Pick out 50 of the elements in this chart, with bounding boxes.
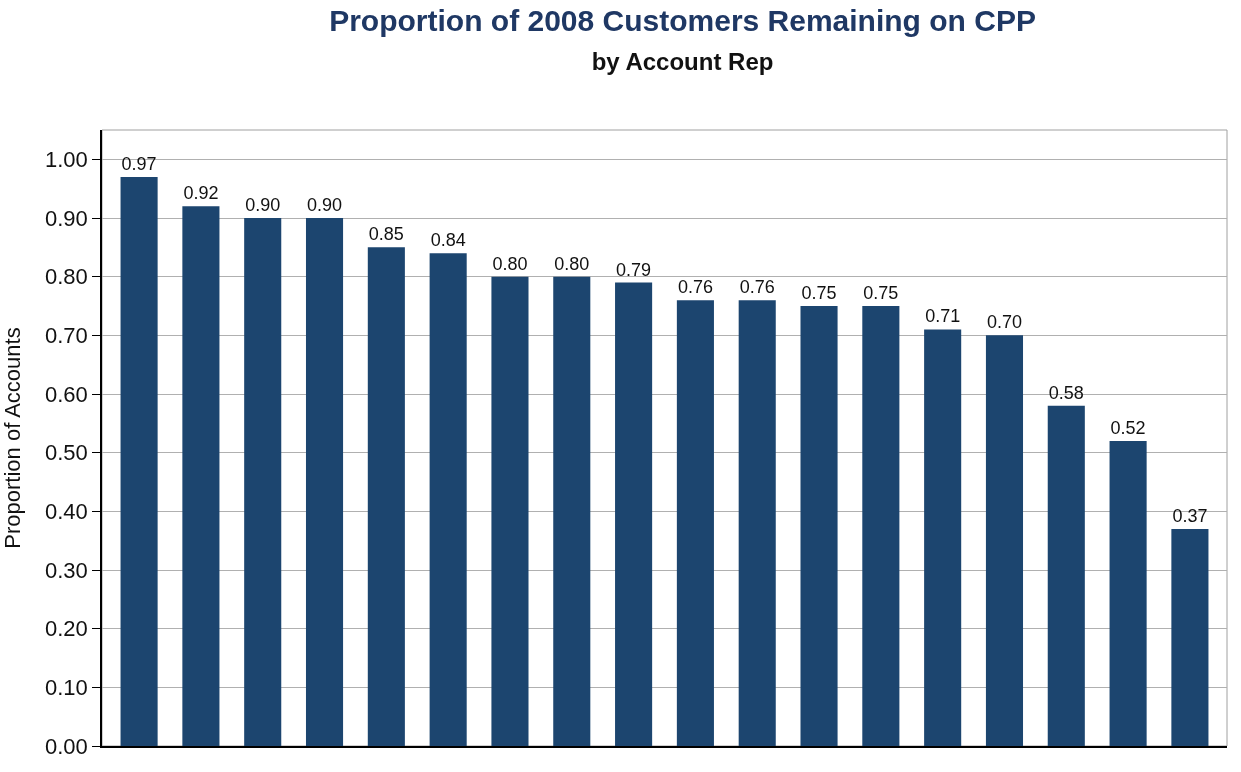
bar [862, 306, 900, 746]
data-label: 0.76 [739, 277, 775, 298]
bar [429, 253, 467, 746]
y-tick-label: 0.10 [45, 675, 88, 701]
y-tick-label: 0.50 [45, 440, 88, 466]
y-axis-title: Proportion of Accounts [0, 327, 26, 549]
bar [244, 218, 282, 746]
data-label: 0.80 [554, 253, 590, 274]
bar [615, 282, 653, 746]
y-tick-label: 0.80 [45, 264, 88, 290]
data-label: 0.70 [986, 312, 1022, 333]
bar [182, 206, 220, 746]
data-label: 0.90 [245, 195, 281, 215]
y-tick-label: 0.70 [45, 323, 88, 349]
bar [1109, 440, 1147, 746]
bar [120, 176, 158, 746]
chart-title: Proportion of 2008 Customers Remaining on CPP [329, 3, 1036, 37]
y-tick-label: 0.00 [45, 733, 88, 759]
bar [553, 276, 591, 746]
chart-subtitle: by Account Rep [591, 47, 774, 75]
bar [738, 300, 776, 746]
bar [1047, 405, 1085, 746]
data-label: 0.71 [925, 306, 961, 327]
data-label: 0.52 [1110, 417, 1146, 438]
y-tick-label: 0.20 [45, 616, 88, 642]
bar [985, 335, 1024, 746]
bar [1171, 528, 1209, 746]
bar [305, 218, 344, 746]
data-label: 0.75 [801, 283, 837, 303]
data-label: 0.97 [121, 153, 157, 174]
data-label: 0.80 [492, 253, 528, 274]
data-label: 0.37 [1172, 505, 1208, 526]
y-tick-label: 0.60 [45, 381, 88, 407]
data-label: 0.85 [368, 224, 404, 245]
bar [924, 329, 962, 746]
data-label: 0.92 [183, 183, 219, 204]
data-label: 0.75 [863, 283, 899, 303]
data-label: 0.58 [1048, 382, 1084, 403]
bar [491, 276, 529, 746]
y-tick-label: 0.90 [45, 205, 88, 231]
data-label: 0.79 [616, 259, 652, 280]
bar [800, 306, 838, 746]
y-tick-label: 1.00 [45, 147, 88, 173]
bar [676, 300, 714, 746]
data-label: 0.90 [307, 195, 343, 215]
data-label: 0.84 [430, 230, 466, 251]
bar [367, 247, 405, 746]
data-label: 0.76 [677, 277, 713, 298]
y-tick-label: 0.40 [45, 499, 88, 525]
y-tick-label: 0.30 [45, 557, 88, 583]
